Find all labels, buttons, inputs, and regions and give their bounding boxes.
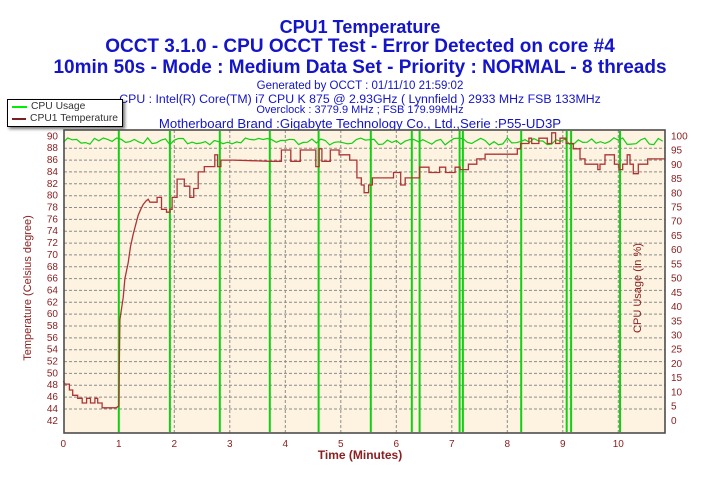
- svg-text:54: 54: [47, 345, 59, 356]
- svg-text:44: 44: [47, 404, 59, 415]
- svg-text:46: 46: [47, 392, 59, 403]
- svg-text:0: 0: [671, 416, 677, 427]
- svg-text:60: 60: [47, 309, 59, 320]
- svg-text:90: 90: [671, 160, 683, 171]
- svg-text:55: 55: [671, 259, 683, 270]
- svg-text:68: 68: [47, 262, 59, 273]
- svg-text:30: 30: [671, 331, 683, 342]
- svg-text:35: 35: [671, 316, 683, 327]
- svg-text:82: 82: [47, 179, 59, 190]
- svg-text:65: 65: [671, 231, 683, 242]
- svg-text:75: 75: [671, 203, 683, 214]
- svg-text:66: 66: [47, 274, 59, 285]
- svg-text:52: 52: [47, 357, 59, 368]
- svg-text:86: 86: [47, 155, 59, 166]
- svg-text:70: 70: [671, 217, 683, 228]
- svg-text:78: 78: [47, 203, 59, 214]
- svg-text:88: 88: [47, 143, 59, 154]
- svg-text:74: 74: [47, 226, 59, 237]
- svg-text:80: 80: [47, 191, 59, 202]
- svg-text:50: 50: [47, 368, 59, 379]
- svg-text:25: 25: [671, 345, 683, 356]
- svg-text:15: 15: [671, 373, 683, 384]
- svg-text:76: 76: [47, 214, 59, 225]
- svg-text:80: 80: [671, 188, 683, 199]
- svg-text:95: 95: [671, 146, 683, 157]
- svg-text:90: 90: [47, 131, 59, 142]
- svg-text:85: 85: [671, 174, 683, 185]
- svg-text:10: 10: [671, 387, 683, 398]
- svg-text:20: 20: [671, 359, 683, 370]
- svg-text:84: 84: [47, 167, 59, 178]
- svg-text:40: 40: [671, 302, 683, 313]
- svg-text:50: 50: [671, 274, 683, 285]
- svg-text:58: 58: [47, 321, 59, 332]
- svg-text:72: 72: [47, 238, 59, 249]
- svg-text:45: 45: [671, 288, 683, 299]
- svg-text:100: 100: [671, 131, 688, 142]
- svg-text:60: 60: [671, 245, 683, 256]
- svg-text:48: 48: [47, 380, 59, 391]
- svg-text:42: 42: [47, 416, 59, 427]
- svg-text:70: 70: [47, 250, 59, 261]
- svg-text:5: 5: [671, 402, 677, 413]
- svg-text:56: 56: [47, 333, 59, 344]
- svg-text:64: 64: [47, 285, 59, 296]
- svg-text:62: 62: [47, 297, 59, 308]
